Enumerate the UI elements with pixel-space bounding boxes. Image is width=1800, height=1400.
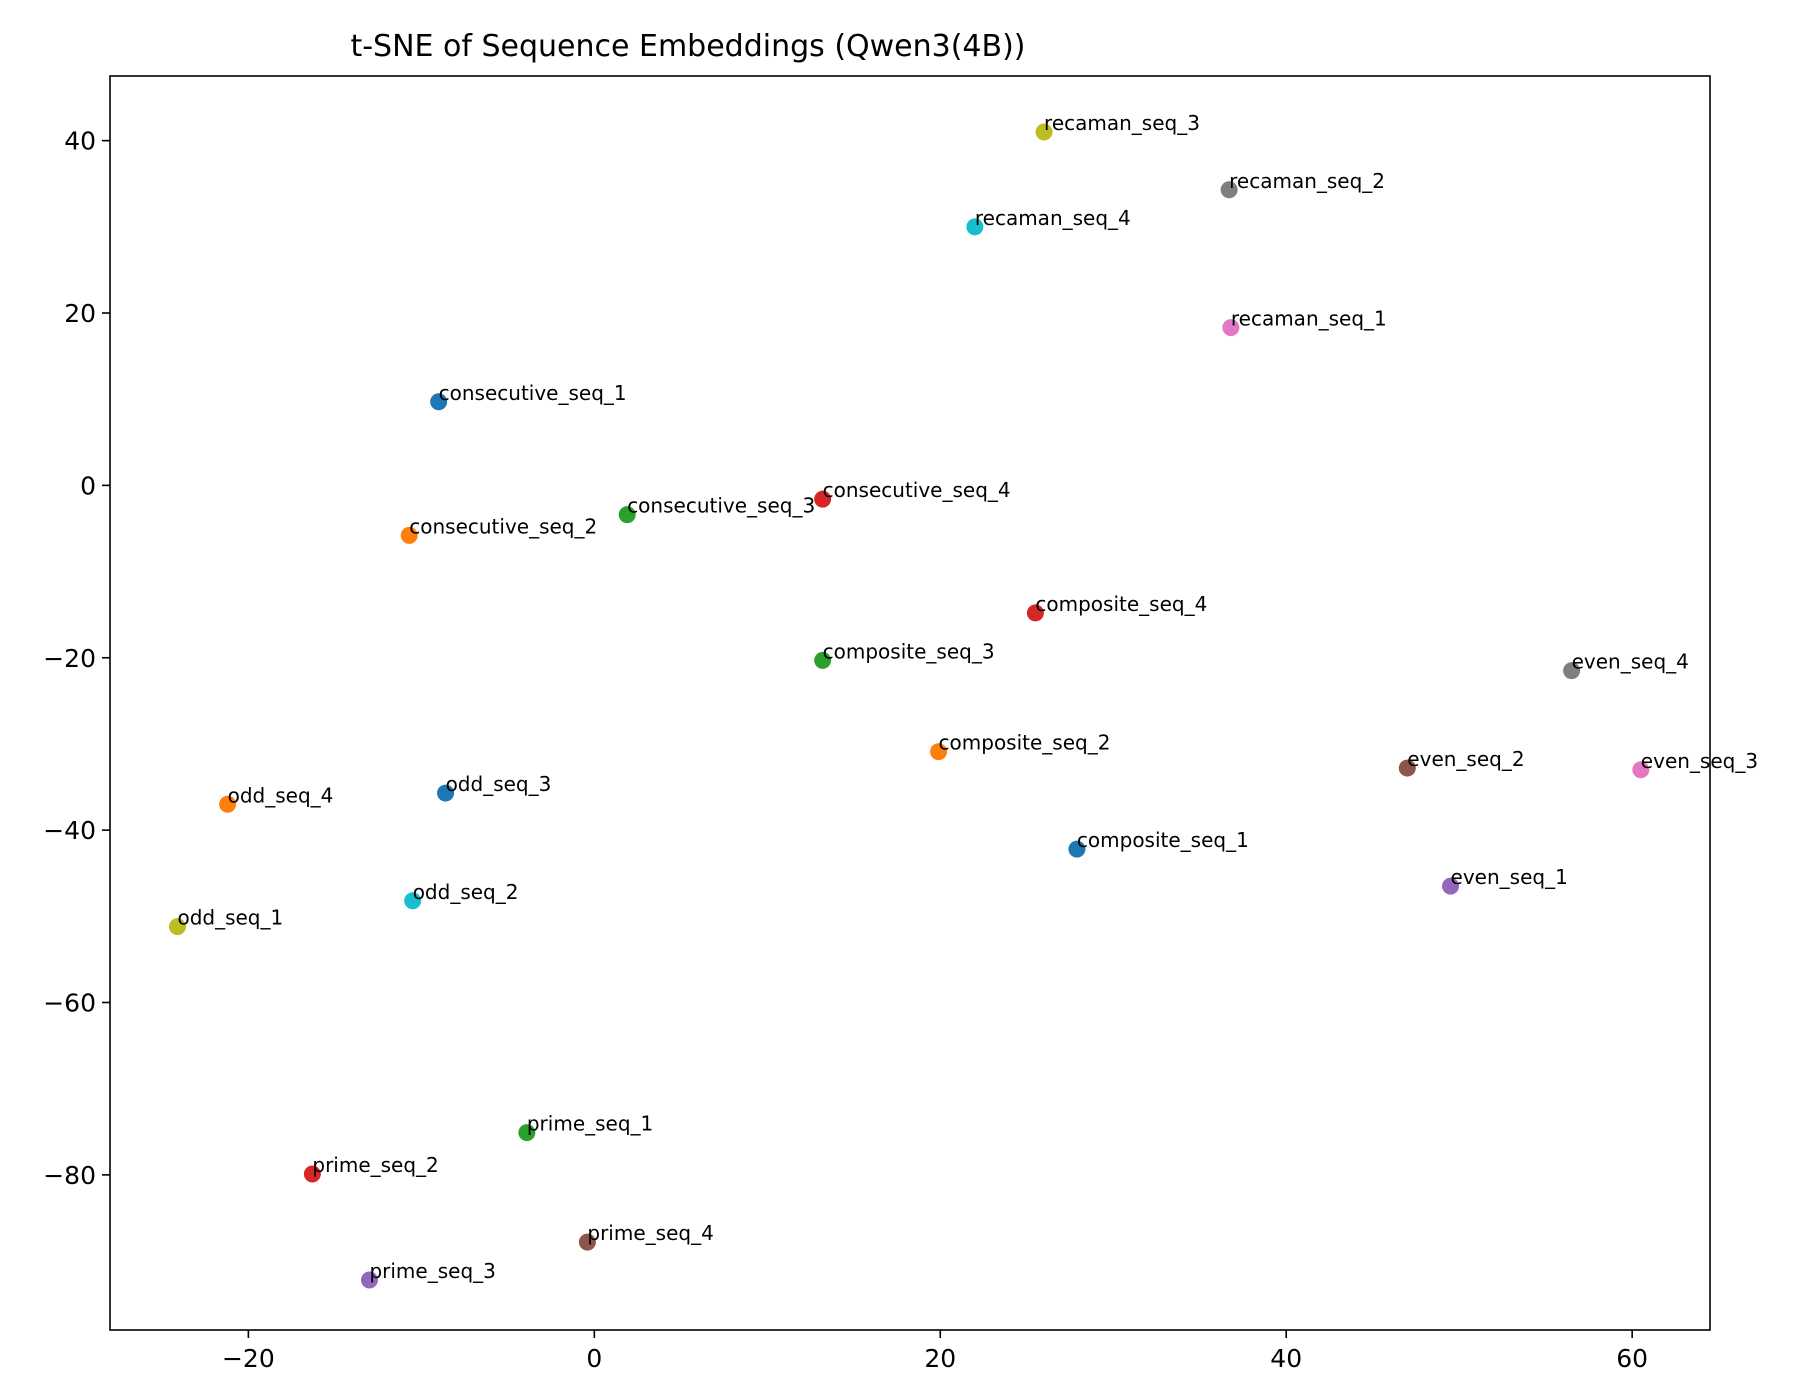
point-label-even-seq-1: even_seq_1 — [1451, 865, 1568, 889]
point-label-composite-seq-2: composite_seq_2 — [939, 731, 1111, 755]
plot-frame — [109, 75, 1711, 1331]
scatter-point-composite-seq-3 — [814, 651, 832, 669]
point-labels: recaman_seq_3 recaman_seq_2 recaman_seq_4r… — [177, 111, 1758, 1283]
scatter-point-even-seq-4 — [1563, 662, 1581, 680]
y-tick-label: −40 — [43, 816, 96, 845]
point-label-composite-seq-3: composite_seq_3 — [823, 639, 995, 663]
scatter-point-composite-seq-4 — [1026, 604, 1044, 622]
point-label-odd-seq-1: odd_seq_1 — [177, 906, 283, 930]
y-tick-label: −80 — [43, 1161, 96, 1190]
scatter-points — [168, 123, 1650, 1289]
scatter-point-odd-seq-4 — [219, 795, 237, 813]
scatter-point-prime-seq-1 — [518, 1124, 536, 1142]
x-tick-label: 40 — [1270, 1344, 1302, 1373]
point-label-even-seq-4: even_seq_4 — [1572, 650, 1689, 674]
scatter-point-even-seq-1 — [1442, 877, 1460, 895]
scatter-point-consecutive-seq-4 — [814, 490, 832, 508]
point-label-consecutive-seq-1: consecutive_seq_1 — [439, 381, 627, 405]
y-tick-label: −60 — [43, 988, 96, 1017]
scatter-point-prime-seq-3 — [360, 1271, 378, 1289]
point-label-odd-seq-2: odd_seq_2 — [413, 880, 519, 904]
point-label-consecutive-seq-4: consecutive_seq_4 — [823, 478, 1011, 502]
scatter-point-recaman-seq-3 — [1035, 123, 1053, 141]
point-label-even-seq-3: even_seq_3 — [1641, 749, 1758, 773]
point-label-odd-seq-4: odd_seq_4 — [228, 783, 334, 807]
point-label-prime-seq-3: prime_seq_3 — [369, 1259, 495, 1283]
y-tick-label: 0 — [80, 471, 96, 500]
point-label-odd-seq-3: odd_seq_3 — [446, 772, 552, 796]
scatter-point-consecutive-seq-1 — [430, 393, 448, 411]
scatter-point-even-seq-2 — [1398, 759, 1416, 777]
point-label-recaman-seq-2: recaman_seq_2 — [1229, 169, 1385, 193]
scatter-point-composite-seq-2 — [930, 743, 948, 761]
y-tick-label: −20 — [43, 644, 96, 673]
scatter-point-odd-seq-1 — [168, 918, 186, 936]
point-label-recaman-seq-3: recaman_seq_3 — [1044, 111, 1200, 135]
chart-title: t-SNE of Sequence Embeddings (Qwen3(4B)) — [350, 29, 1025, 64]
scatter-point-recaman-seq-1 — [1222, 319, 1240, 337]
scatter-point-recaman-seq-2 — [1220, 181, 1238, 199]
scatter-point-odd-seq-2 — [404, 892, 422, 910]
axes: −20 0 20 40 60 40 20 0 −20 −40 −60 −80 — [43, 75, 1711, 1373]
point-label-even-seq-2: even_seq_2 — [1407, 747, 1524, 771]
point-label-recaman-seq-1: recaman_seq_1 — [1231, 307, 1387, 331]
scatter-point-odd-seq-3 — [437, 784, 455, 802]
scatter-point-consecutive-seq-2 — [400, 526, 418, 544]
scatter-point-consecutive-seq-3 — [618, 506, 636, 524]
x-tick-label: 60 — [1616, 1344, 1648, 1373]
point-label-recaman-seq-4: recaman_seq_4 — [975, 206, 1131, 230]
y-tick-label: 40 — [64, 127, 96, 156]
x-tick-label: −20 — [222, 1344, 275, 1373]
scatter-point-prime-seq-2 — [303, 1165, 321, 1183]
point-label-composite-seq-4: composite_seq_4 — [1035, 592, 1207, 616]
point-label-prime-seq-2: prime_seq_2 — [312, 1153, 438, 1177]
scatter-point-prime-seq-4 — [578, 1233, 596, 1251]
point-label-consecutive-seq-2: consecutive_seq_2 — [409, 514, 597, 538]
scatter-point-even-seq-3 — [1632, 761, 1650, 779]
point-label-composite-seq-1: composite_seq_1 — [1077, 828, 1249, 852]
point-label-prime-seq-1: prime_seq_1 — [527, 1112, 653, 1136]
scatter-point-recaman-seq-4 — [966, 218, 984, 236]
x-tick-label: 20 — [924, 1344, 956, 1373]
point-label-prime-seq-4: prime_seq_4 — [587, 1221, 713, 1245]
x-tick-label: 0 — [586, 1344, 602, 1373]
y-tick-label: 20 — [64, 299, 96, 328]
scatter-point-composite-seq-1 — [1068, 840, 1086, 858]
point-label-consecutive-seq-3: consecutive_seq_3 — [627, 494, 815, 518]
